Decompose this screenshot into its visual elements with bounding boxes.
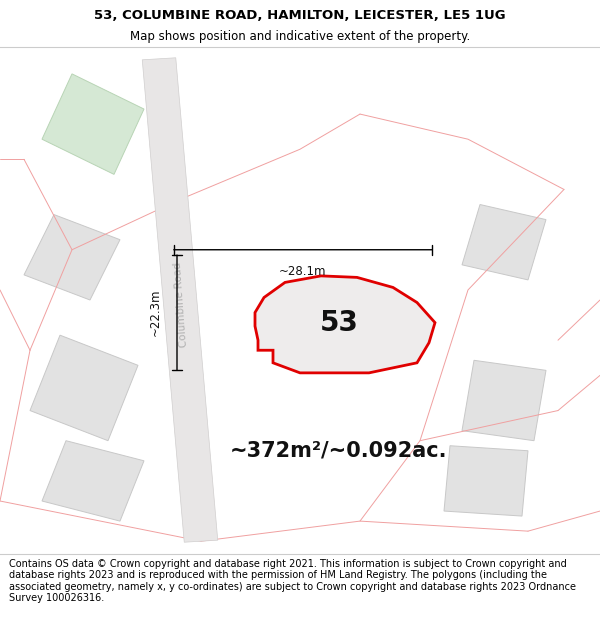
Polygon shape — [255, 276, 435, 373]
Polygon shape — [142, 58, 218, 542]
Polygon shape — [444, 446, 528, 516]
Polygon shape — [462, 360, 546, 441]
Polygon shape — [273, 302, 366, 343]
Polygon shape — [42, 441, 144, 521]
Polygon shape — [462, 204, 546, 280]
Text: Map shows position and indicative extent of the property.: Map shows position and indicative extent… — [130, 30, 470, 43]
Text: Contains OS data © Crown copyright and database right 2021. This information is : Contains OS data © Crown copyright and d… — [9, 559, 576, 603]
Polygon shape — [24, 214, 120, 300]
Text: Columbine Road: Columbine Road — [173, 262, 189, 348]
Text: ~22.3m: ~22.3m — [149, 289, 162, 336]
Text: ~372m²/~0.092ac.: ~372m²/~0.092ac. — [230, 441, 448, 461]
Polygon shape — [42, 74, 144, 174]
Text: 53, COLUMBINE ROAD, HAMILTON, LEICESTER, LE5 1UG: 53, COLUMBINE ROAD, HAMILTON, LEICESTER,… — [94, 9, 506, 22]
Polygon shape — [30, 335, 138, 441]
Text: 53: 53 — [320, 309, 358, 337]
Text: ~28.1m: ~28.1m — [279, 265, 327, 278]
